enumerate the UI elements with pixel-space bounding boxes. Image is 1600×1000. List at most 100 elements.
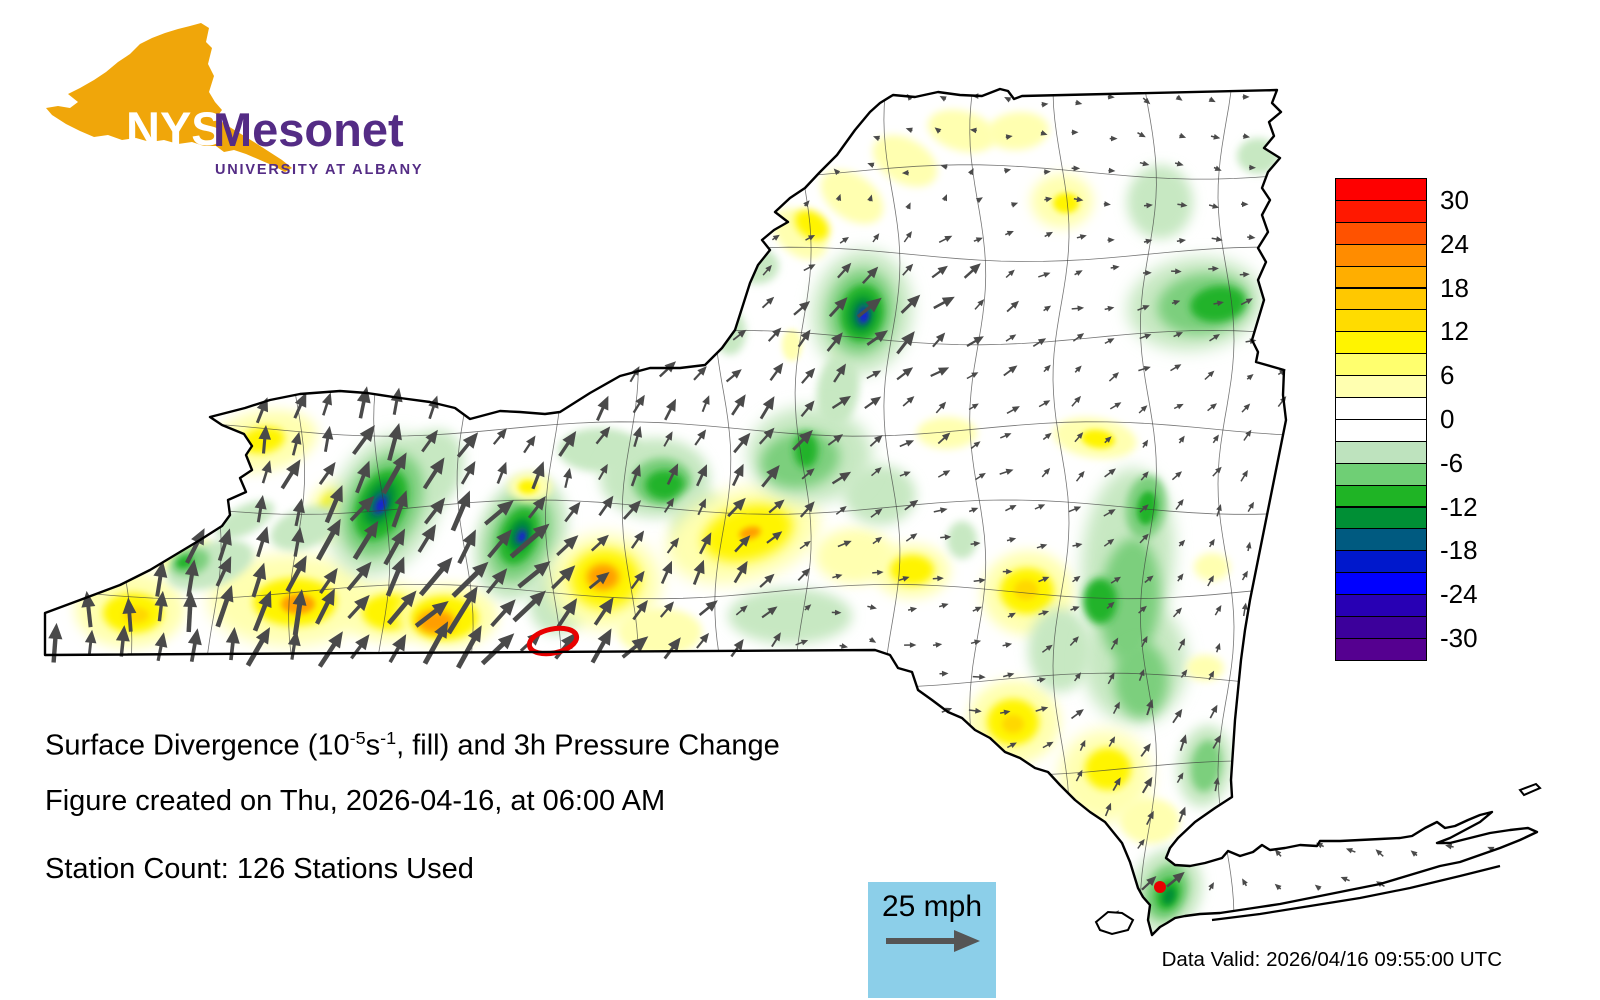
- station-count-line: Station Count: 126 Stations Used: [45, 853, 474, 885]
- wind-arrow: [1108, 167, 1116, 174]
- wind-arrow: [1340, 876, 1350, 883]
- wind-arrow: [826, 332, 843, 352]
- wind-arrow: [801, 468, 815, 480]
- wind-arrow: [768, 499, 785, 514]
- wind-arrow: [827, 434, 844, 446]
- wind-arrow: [1240, 298, 1253, 306]
- wind-arrow: [869, 435, 883, 447]
- wind-arrow: [422, 457, 445, 490]
- wind-arrow: [1005, 230, 1014, 237]
- wind-arrow: [285, 555, 307, 593]
- wind-arrow: [692, 559, 705, 586]
- wind-arrow: [1143, 202, 1153, 209]
- wind-arrow: [1042, 432, 1052, 441]
- wind-arrow: [1176, 238, 1186, 244]
- wind-arrow: [322, 392, 332, 416]
- wind-arrow: [660, 560, 672, 585]
- wind-arrow: [1106, 601, 1115, 609]
- figure-title: Surface Divergence (10-5s-1, fill) and 3…: [45, 728, 780, 762]
- divergence-fill-blob: [1014, 580, 1038, 600]
- wind-arrow: [632, 426, 642, 448]
- wind-arrow: [1207, 403, 1217, 412]
- wind-arrow: [1072, 542, 1083, 549]
- wind-arrow: [833, 168, 841, 176]
- divergence-fill-blob: [1186, 655, 1224, 681]
- nys-mesonet-logo: NYS Mesonet UNIVERSITY AT ALBANY: [46, 23, 422, 178]
- wind-arrow: [1172, 607, 1182, 618]
- wind-arrow: [84, 629, 97, 657]
- wind-arrow: [938, 603, 949, 609]
- wind-arrow: [1104, 802, 1112, 817]
- wind-arrow: [1274, 883, 1282, 891]
- wind-arrow: [153, 561, 168, 597]
- wind-arrow: [1138, 366, 1151, 372]
- wind-arrow: [1103, 538, 1115, 547]
- wind-arrow: [969, 127, 977, 134]
- wind-arrow: [873, 135, 881, 142]
- wind-arrow: [1003, 365, 1018, 377]
- wind-arrow: [496, 461, 507, 484]
- wind-arrow: [872, 536, 883, 545]
- wind-arrow: [805, 235, 816, 241]
- wind-arrow: [974, 299, 985, 310]
- wind-arrow: [968, 507, 979, 513]
- wind-arrow: [896, 367, 914, 381]
- wind-arrow: [1104, 436, 1112, 444]
- wind-arrow: [839, 643, 848, 649]
- wind-arrow: [1104, 305, 1115, 312]
- wind-arrow: [769, 362, 784, 382]
- wind-arrow: [418, 557, 453, 597]
- wind-arrow: [1000, 433, 1012, 439]
- wind-arrow: [900, 294, 921, 314]
- wind-arrow: [1274, 849, 1282, 857]
- wind-arrow: [795, 639, 809, 646]
- wind-arrow: [1110, 264, 1120, 271]
- wind-arrow: [1139, 533, 1149, 544]
- wind-arrow: [512, 590, 546, 623]
- wind-arrow: [1137, 131, 1146, 138]
- wind-arrow: [869, 637, 877, 643]
- wind-arrow: [803, 200, 810, 207]
- divergence-fill-blob: [1053, 193, 1079, 213]
- wind-arrow: [871, 467, 882, 477]
- divergence-fill-blob: [270, 505, 340, 551]
- county-boundary-line: [89, 760, 1540, 776]
- wind-arrow: [1314, 884, 1322, 891]
- wind-arrow: [762, 264, 772, 276]
- wind-arrow: [1137, 305, 1150, 311]
- divergence-fill-blob: [1194, 553, 1230, 581]
- wind-arrow: [590, 628, 612, 664]
- wind-arrow: [1210, 134, 1221, 140]
- wind-arrow: [659, 601, 674, 618]
- wind-arrow: [1002, 568, 1013, 575]
- divergence-fill-blob: [890, 555, 934, 585]
- divergence-fill-blob: [1028, 608, 1092, 692]
- wind-arrow: [1174, 160, 1184, 167]
- wind-arrow: [759, 396, 775, 420]
- divergence-fill-blob: [917, 417, 977, 449]
- wind-arrow: [1032, 338, 1047, 348]
- wind-arrow: [1038, 400, 1051, 408]
- wind-arrow: [1003, 672, 1015, 678]
- wind-arrow: [1074, 432, 1084, 443]
- wind-arrow: [1042, 741, 1054, 749]
- barrier-beach-outline: [1211, 864, 1501, 922]
- divergence-fill-blob: [794, 209, 830, 241]
- wind-arrow: [1005, 505, 1017, 512]
- wind-arrow: [970, 441, 981, 450]
- wind-arrow: [1006, 406, 1020, 415]
- wind-arrow: [1109, 135, 1118, 142]
- wind-arrow: [664, 398, 676, 421]
- wind-arrow: [697, 498, 706, 516]
- wind-arrow: [1104, 468, 1116, 478]
- wind-arrow: [1038, 576, 1050, 583]
- wind-arrow: [1178, 435, 1185, 444]
- wind-arrow: [590, 534, 609, 552]
- wind-arrow: [1243, 429, 1252, 441]
- wind-arrow: [832, 573, 843, 580]
- wind-arrow: [1002, 642, 1013, 648]
- wind-arrow: [1208, 203, 1220, 209]
- wind-arrow: [287, 630, 301, 660]
- wind-arrow: [1247, 501, 1254, 512]
- wind-arrow: [324, 485, 343, 524]
